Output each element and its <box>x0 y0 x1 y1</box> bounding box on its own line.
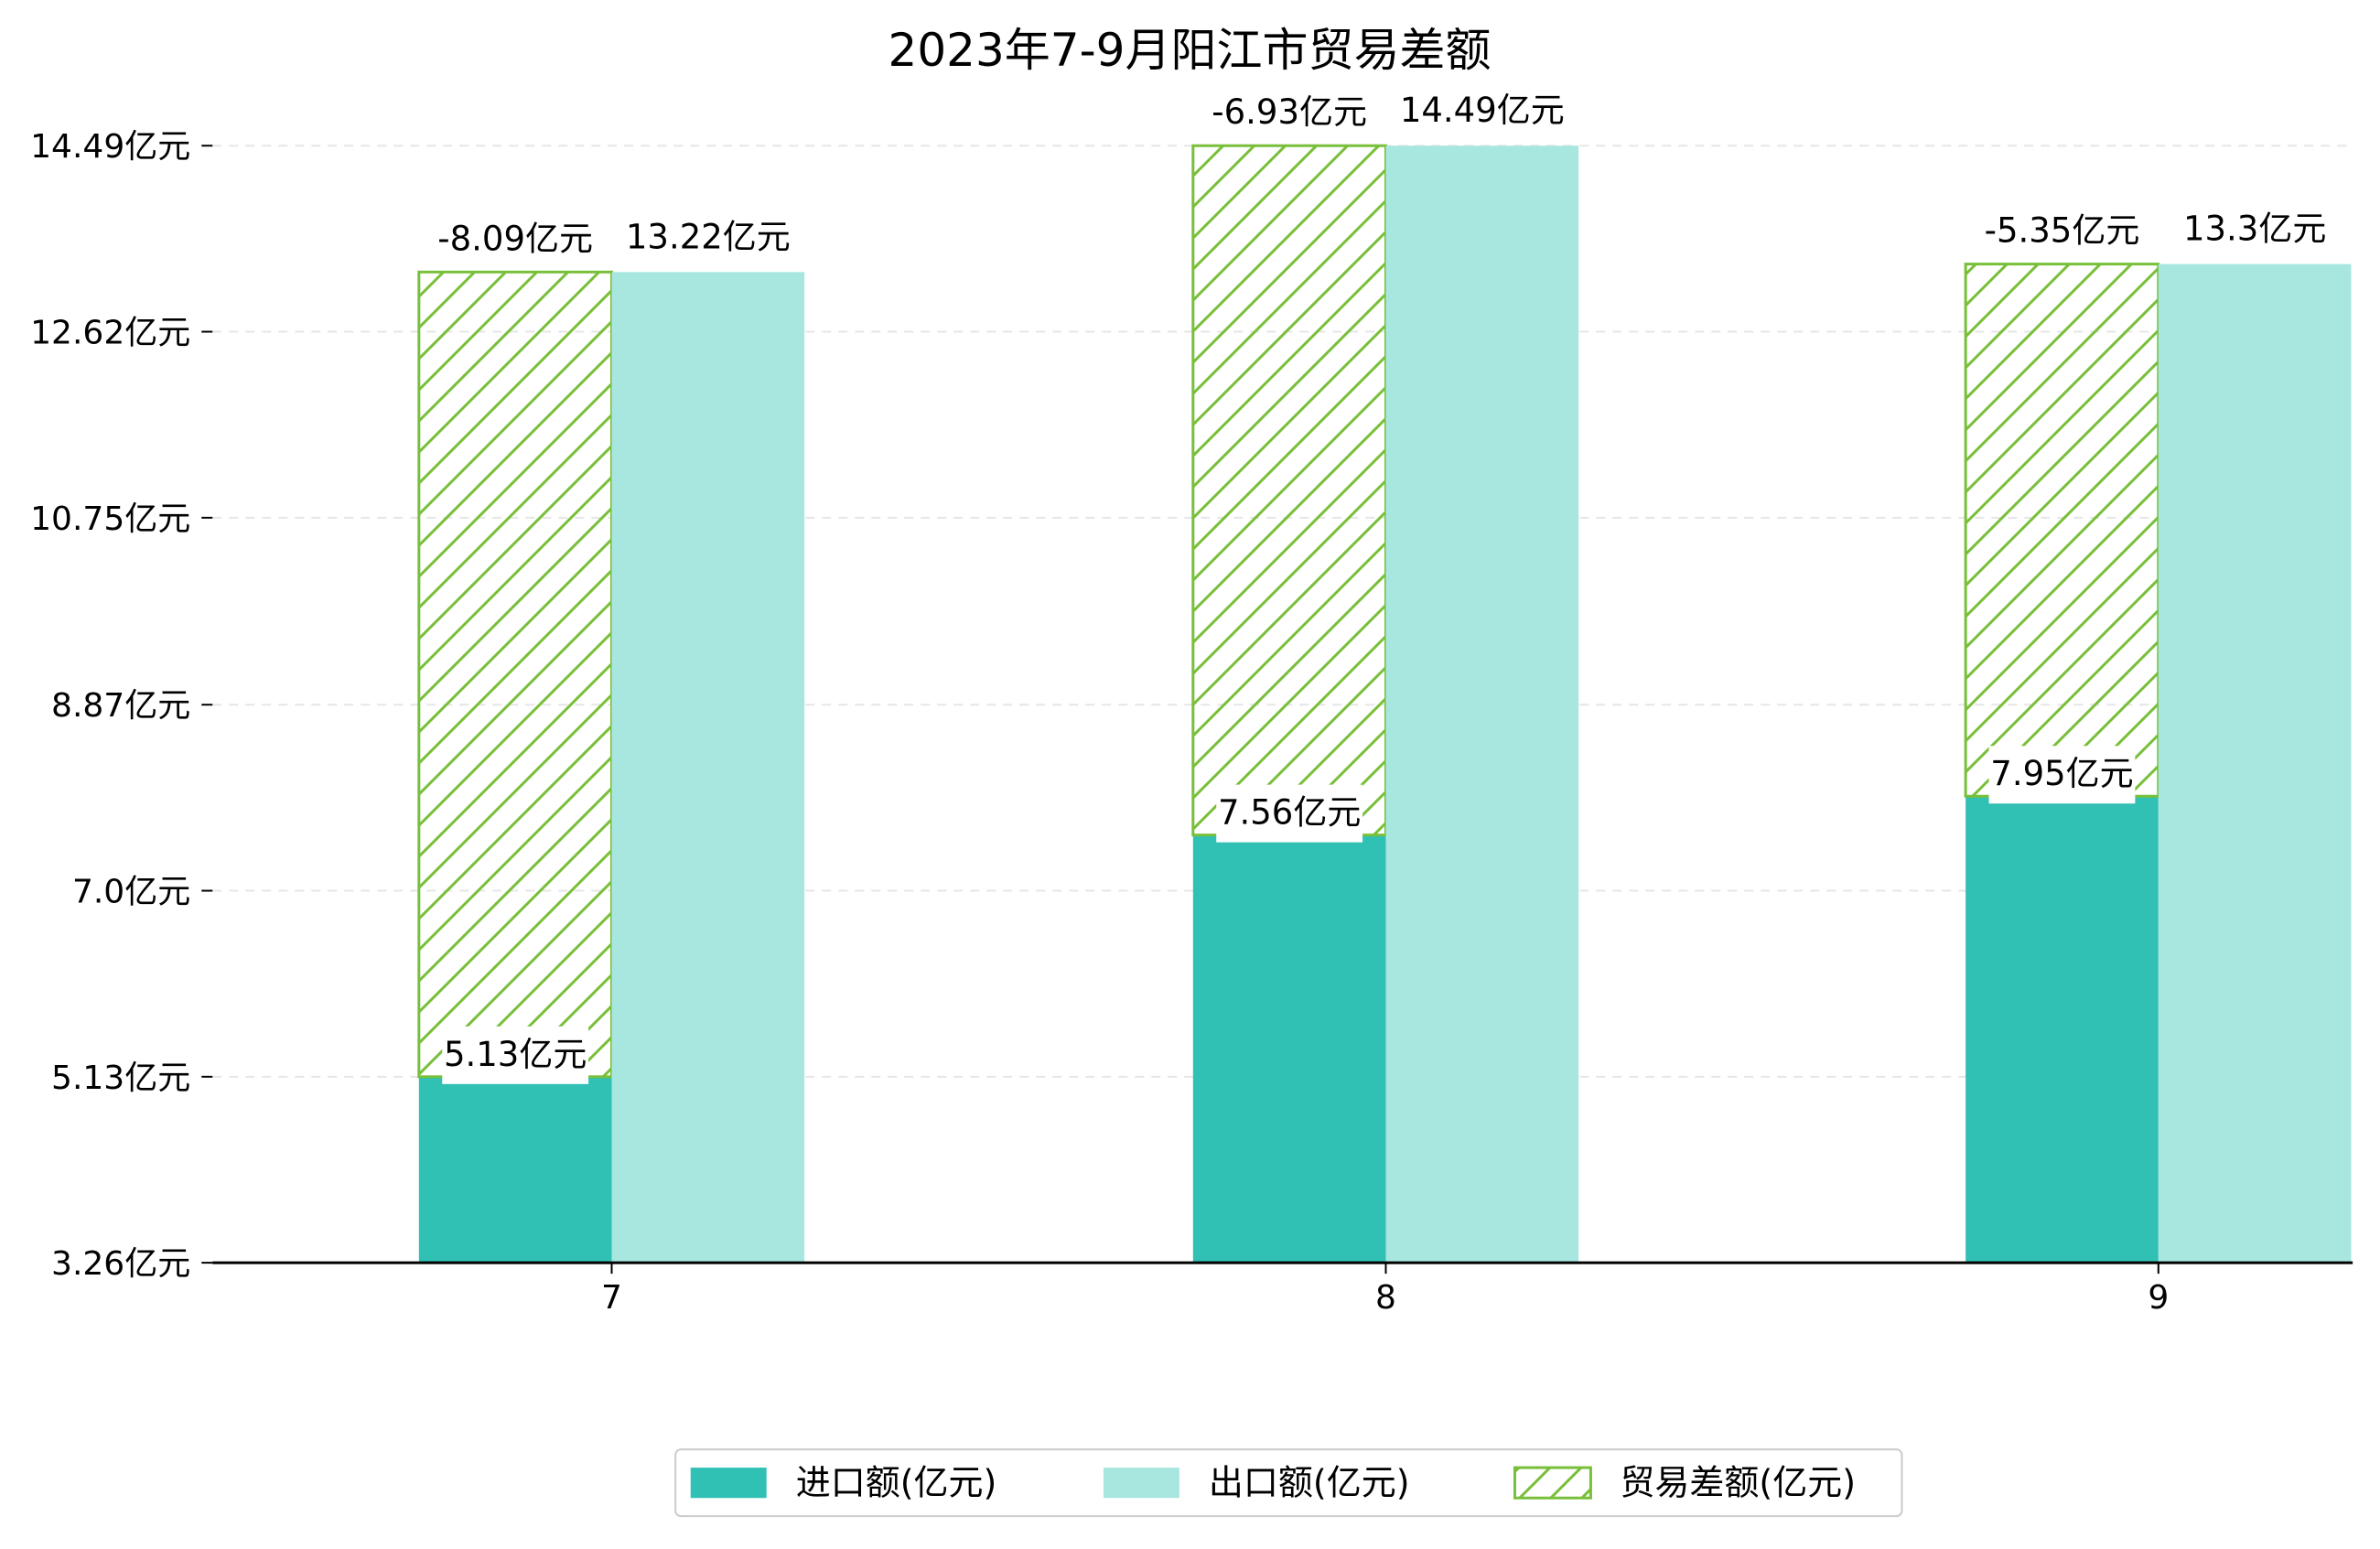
data-label-import-group: 7.56亿元 <box>1216 784 1363 843</box>
data-label-import: 5.13亿元 <box>444 1035 587 1074</box>
data-label-trade-balance-bg <box>1976 202 2148 261</box>
data-label-export-bg <box>2181 200 2329 259</box>
data-label-export-bg <box>1396 82 1568 141</box>
data-label-import-group: 5.13亿元 <box>442 1026 589 1084</box>
bar-import <box>418 1076 612 1264</box>
legend-item-trade-balance: 贸易差额(亿元) <box>1513 1463 1856 1503</box>
x-tick-label: 9 <box>2148 1279 2169 1317</box>
bar-export <box>611 272 805 1264</box>
y-tick-label: 3.26亿元 <box>51 1245 190 1283</box>
bar-trade-balance <box>1964 263 2160 798</box>
y-tick-label: 7.0亿元 <box>72 874 190 911</box>
data-label-trade-balance-group: -6.93亿元 <box>1203 84 1375 143</box>
legend-item-import-swatch <box>690 1468 767 1499</box>
bars-layer <box>417 144 2352 1264</box>
chart-title: 2023年7-9月阳江市贸易差额 <box>888 24 1492 77</box>
bar-trade-balance <box>1191 144 1387 837</box>
labels-layer: 5.13亿元 -8.09亿元 13.22亿元 7.56亿元 -6.93亿元 14.49亿元… <box>429 82 2329 1084</box>
y-tick-label: 14.49亿元 <box>30 128 190 166</box>
data-label-import-bg <box>1216 784 1363 843</box>
data-label-export: 14.49亿元 <box>1400 91 1565 130</box>
data-label-export: 13.22亿元 <box>626 217 791 256</box>
y-tick-label: 5.13亿元 <box>51 1060 190 1097</box>
bar-import <box>1192 834 1386 1264</box>
data-label-export-group: 13.22亿元 <box>622 209 794 267</box>
legend-item-export-swatch <box>1103 1468 1179 1499</box>
legend-item-trade-balance-swatch <box>1513 1466 1592 1500</box>
legend-item-trade-balance-label: 贸易差额(亿元) <box>1620 1463 1856 1503</box>
bar-import <box>1965 796 2159 1264</box>
legend-item-export: 出口额(亿元) <box>1103 1463 1410 1503</box>
x-tick-label: 7 <box>601 1279 622 1317</box>
legend-item-import-label: 进口额(亿元) <box>796 1463 997 1503</box>
data-label-export: 13.3亿元 <box>2183 210 2326 249</box>
data-label-trade-balance: -6.93亿元 <box>1212 92 1367 132</box>
data-label-import: 7.95亿元 <box>1990 754 2133 793</box>
y-tick-label: 10.75亿元 <box>30 500 190 538</box>
data-label-import-bg <box>1988 746 2136 804</box>
bar-trade-balance <box>417 270 613 1079</box>
data-label-export-bg <box>622 209 794 267</box>
legend-item-import: 进口额(亿元) <box>690 1463 997 1503</box>
data-label-trade-balance: -8.09亿元 <box>437 219 593 258</box>
y-tick-label: 12.62亿元 <box>30 315 190 352</box>
data-label-import-bg <box>442 1026 589 1084</box>
data-label-import-group: 7.95亿元 <box>1988 746 2136 804</box>
bar-export <box>1385 145 1579 1264</box>
x-tick-label: 8 <box>1375 1279 1396 1317</box>
data-label-trade-balance-group: -8.09亿元 <box>429 210 601 269</box>
legend: 进口额(亿元) 出口额(亿元) 贸易差额(亿元) <box>674 1448 1903 1518</box>
data-label-trade-balance: -5.35亿元 <box>1985 211 2140 251</box>
data-label-trade-balance-bg <box>429 210 601 269</box>
data-label-export-group: 13.3亿元 <box>2181 200 2329 259</box>
axes-layer: 3.26亿元 5.13亿元 7.0亿元 8.87亿元 10.75亿元 12.62亿元 14.… <box>30 128 2353 1317</box>
y-tick-label: 8.87亿元 <box>51 687 190 725</box>
data-label-import: 7.56亿元 <box>1218 793 1361 833</box>
data-label-trade-balance-group: -5.35亿元 <box>1976 202 2148 261</box>
data-label-export-group: 14.49亿元 <box>1396 82 1568 141</box>
bar-export <box>2158 264 2352 1264</box>
legend-box <box>674 1448 1903 1518</box>
legend-item-export-label: 出口额(亿元) <box>1209 1463 1410 1503</box>
data-label-trade-balance-bg <box>1203 84 1375 143</box>
